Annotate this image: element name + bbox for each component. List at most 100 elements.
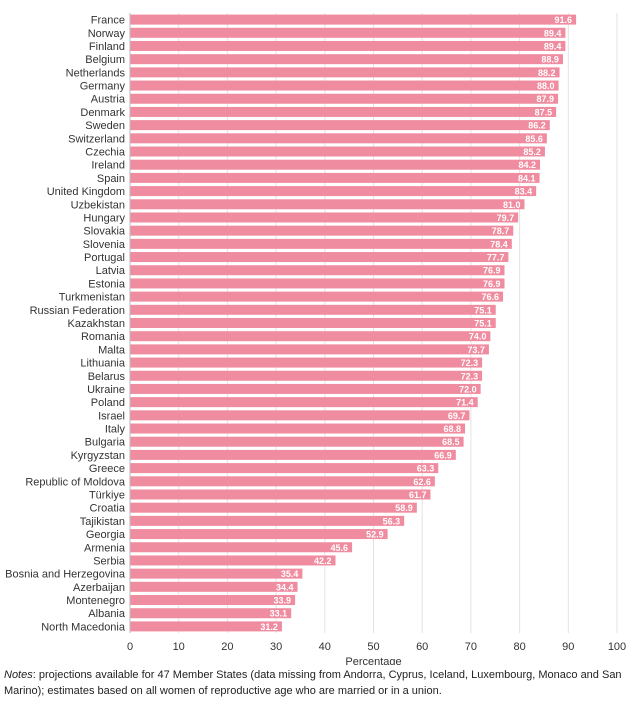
- category-label: Republic of Moldova: [25, 476, 126, 488]
- category-label: Albania: [88, 608, 126, 620]
- bar: [130, 344, 489, 355]
- category-label: Armenia: [84, 542, 126, 554]
- value-label: 71.4: [456, 398, 474, 408]
- category-label: Spain: [97, 173, 125, 185]
- chart-notes: Notes: projections available for 47 Memb…: [4, 667, 624, 699]
- category-label: Sweden: [85, 120, 125, 132]
- bar: [130, 489, 431, 500]
- value-label: 45.6: [331, 543, 349, 553]
- notes-text: : projections available for 47 Member St…: [4, 669, 622, 697]
- bar: [130, 542, 353, 553]
- category-label: Finland: [89, 41, 125, 53]
- bar: [130, 199, 525, 210]
- category-label: Croatia: [90, 503, 126, 515]
- bar: [130, 397, 478, 408]
- value-label: 87.5: [535, 107, 553, 117]
- bar: [130, 67, 560, 78]
- value-label: 76.6: [482, 292, 500, 302]
- x-tick-label: 10: [173, 641, 185, 653]
- bar: [130, 370, 483, 381]
- value-label: 75.1: [474, 305, 492, 315]
- value-label: 91.6: [555, 15, 573, 25]
- category-label: Germany: [80, 81, 126, 93]
- bar: [130, 278, 505, 289]
- category-label: Ireland: [91, 160, 125, 172]
- x-tick-label: 90: [562, 641, 574, 653]
- bar: [130, 476, 435, 487]
- value-label: 88.0: [537, 81, 555, 91]
- category-label: Ukraine: [87, 384, 125, 396]
- value-label: 86.2: [528, 121, 546, 131]
- value-label: 75.1: [474, 319, 492, 329]
- bar: [130, 318, 496, 328]
- value-label: 81.0: [503, 200, 521, 210]
- category-label: Slovenia: [83, 239, 126, 251]
- value-label: 84.1: [518, 173, 536, 183]
- bar: [130, 212, 519, 223]
- value-label: 72.3: [461, 358, 479, 368]
- category-label: Hungary: [83, 212, 125, 224]
- category-label: Czechia: [85, 147, 126, 159]
- bar: [130, 40, 566, 51]
- category-label: United Kingdom: [47, 186, 125, 198]
- category-label: France: [91, 15, 125, 27]
- value-label: 88.9: [541, 55, 559, 65]
- bar: [130, 502, 417, 513]
- value-label: 62.6: [413, 477, 431, 487]
- category-label: Norway: [88, 28, 126, 40]
- bar: [130, 621, 282, 632]
- value-label: 66.9: [434, 450, 452, 460]
- category-label: Greece: [89, 463, 125, 475]
- category-label: Uzbekistan: [71, 199, 125, 211]
- bar: [130, 304, 496, 315]
- value-label: 85.2: [523, 147, 541, 157]
- bar: [130, 608, 292, 619]
- value-label: 84.2: [519, 160, 537, 170]
- bar: [130, 80, 559, 91]
- category-label: North Macedonia: [41, 621, 126, 633]
- value-label: 56.3: [383, 516, 401, 526]
- category-label: Netherlands: [66, 67, 126, 79]
- bar: [130, 172, 540, 183]
- bar: [130, 449, 456, 460]
- category-label: Slovakia: [83, 226, 125, 238]
- value-label: 88.2: [538, 68, 556, 78]
- category-label: Estonia: [88, 278, 126, 290]
- bar: [130, 595, 296, 606]
- bar: [130, 14, 577, 25]
- value-label: 72.3: [461, 371, 479, 381]
- bar: [130, 252, 509, 263]
- category-label: Bosnia and Herzegovina: [5, 569, 126, 581]
- x-tick-label: 70: [465, 641, 477, 653]
- category-label: Kazakhstan: [68, 318, 125, 330]
- value-label: 42.2: [314, 556, 332, 566]
- category-label: Austria: [91, 94, 126, 106]
- category-label: Italy: [105, 424, 126, 436]
- value-label: 33.1: [270, 609, 288, 619]
- category-label: Portugal: [84, 252, 125, 264]
- bar: [130, 463, 439, 474]
- bar: [130, 581, 298, 592]
- bar: [130, 291, 504, 302]
- value-label: 74.0: [469, 332, 487, 342]
- value-label: 78.4: [490, 239, 508, 249]
- bar: [130, 568, 303, 579]
- category-label: Georgia: [86, 529, 126, 541]
- x-tick-label: 30: [270, 641, 282, 653]
- category-label: Denmark: [80, 107, 125, 119]
- category-label: Tajikistan: [80, 516, 125, 528]
- x-tick-label: 100: [608, 641, 626, 653]
- value-label: 58.9: [395, 503, 413, 513]
- x-tick-label: 60: [416, 641, 428, 653]
- x-tick-label: 0: [127, 641, 133, 653]
- x-tick-label: 20: [221, 641, 233, 653]
- value-label: 34.4: [276, 582, 294, 592]
- value-label: 33.9: [274, 596, 292, 606]
- value-label: 87.9: [537, 94, 555, 104]
- value-label: 78.7: [492, 226, 510, 236]
- x-tick-label: 40: [319, 641, 331, 653]
- category-label: Azerbaijan: [73, 582, 125, 594]
- notes-label: Notes: [4, 669, 33, 681]
- category-label: Belarus: [88, 371, 126, 383]
- bar: [130, 265, 505, 276]
